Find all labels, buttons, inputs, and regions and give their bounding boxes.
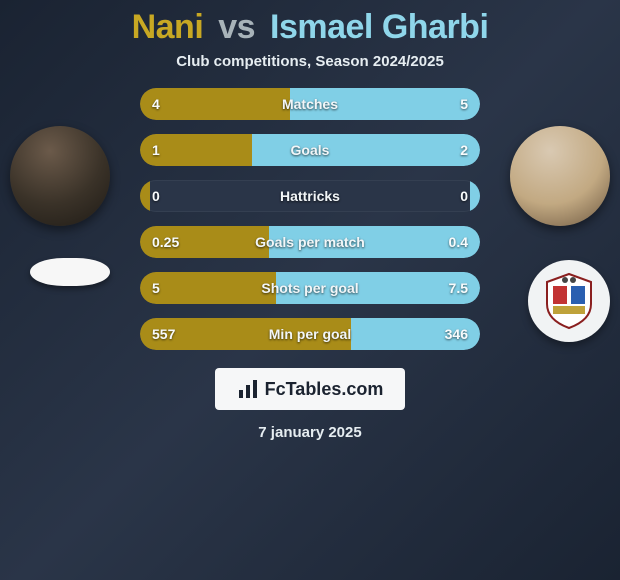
stat-bars: Matches45 Goals12 Hattricks 0 0 Goals per mat… — [140, 88, 480, 350]
bar-fill-left — [140, 318, 351, 350]
stat-label: Hattricks — [280, 188, 340, 204]
club-crest-icon — [543, 272, 595, 330]
bar-fill-right — [252, 134, 480, 166]
bar-fill-right — [269, 226, 480, 258]
player1-name: Nani — [132, 8, 204, 46]
date-text: 7 january 2025 — [258, 424, 361, 441]
bar-fill-left — [140, 180, 150, 212]
vs-text: vs — [218, 8, 255, 46]
bar-fill-right — [470, 180, 480, 212]
stat-value-left: 0 — [152, 188, 160, 204]
stat-row: Shots per goal57.5 — [140, 272, 480, 304]
player2-avatar — [510, 126, 610, 226]
bar-fill-left — [140, 134, 252, 166]
player1-avatar — [10, 126, 110, 226]
player2-name: Ismael Gharbi — [270, 8, 488, 46]
brand-box: FcTables.com — [215, 368, 406, 410]
bar-fill-right — [351, 318, 480, 350]
bar-fill-left — [140, 88, 290, 120]
comparison-title: Nani vs Ismael Gharbi — [132, 8, 489, 47]
subtitle: Club competitions, Season 2024/2025 — [176, 53, 444, 70]
stat-value-right: 0 — [460, 188, 468, 204]
stat-row: Min per goal557346 — [140, 318, 480, 350]
bar-fill-right — [276, 272, 480, 304]
stat-row: Goals12 — [140, 134, 480, 166]
brand-chart-icon — [237, 378, 259, 400]
stat-row: Goals per match0.250.4 — [140, 226, 480, 258]
stat-row: Hattricks 0 0 — [140, 180, 480, 212]
player1-flag — [30, 258, 110, 286]
bar-fill-right — [290, 88, 480, 120]
bar-fill-left — [140, 226, 269, 258]
player2-club-badge — [528, 260, 610, 342]
brand-text: FcTables.com — [265, 379, 384, 400]
bar-fill-left — [140, 272, 276, 304]
stat-row: Matches45 — [140, 88, 480, 120]
